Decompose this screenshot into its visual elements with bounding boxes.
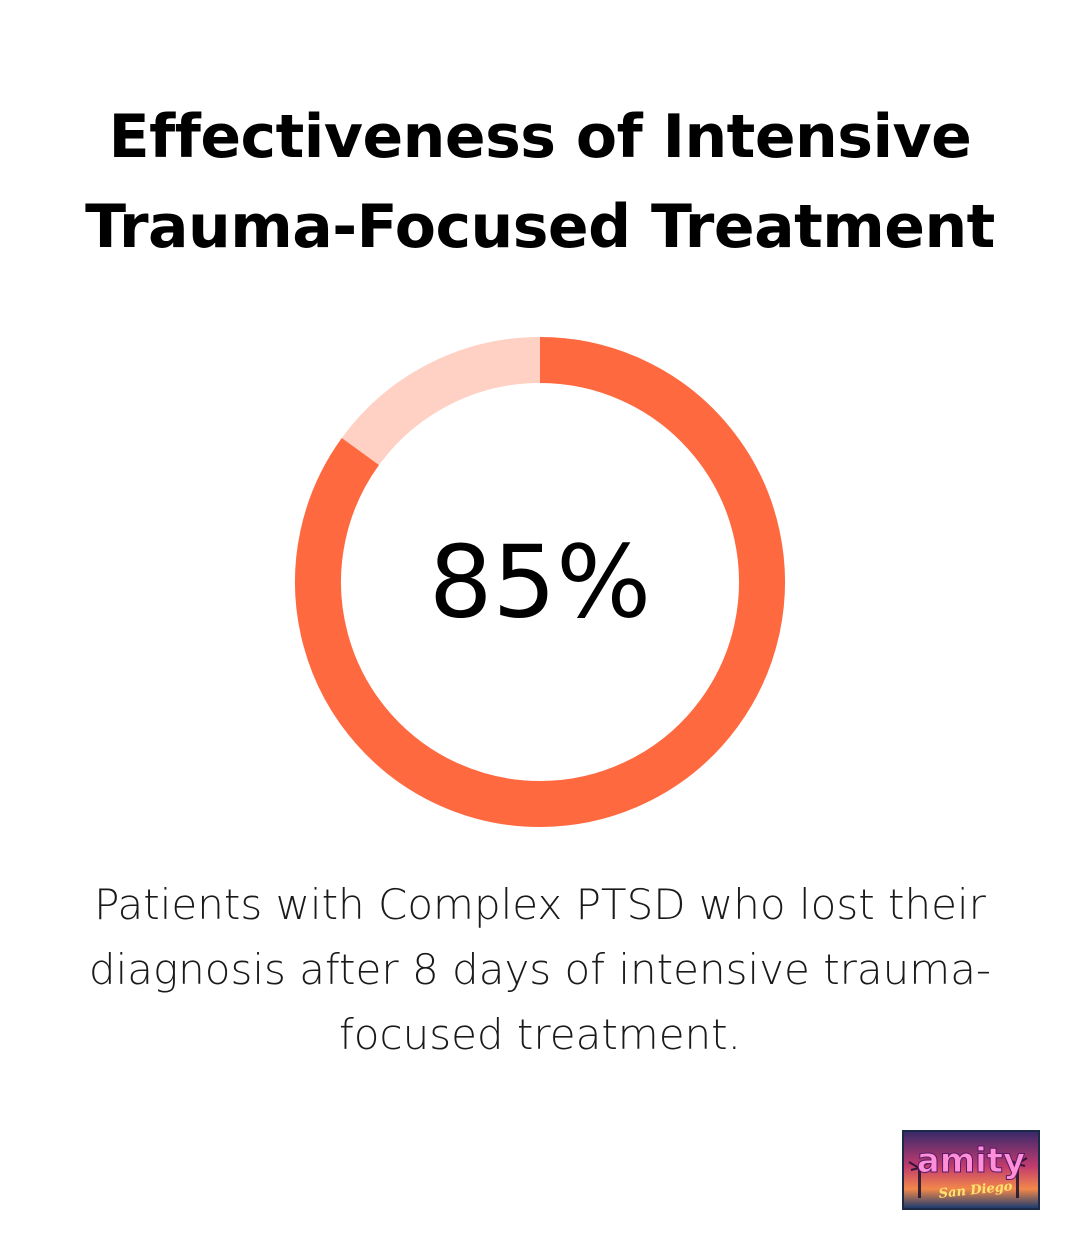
donut-filled-segment [295, 337, 785, 827]
donut-chart: 85% [280, 322, 800, 842]
logo-wordmark: amity [917, 1141, 1025, 1181]
chart-title: Effectiveness of Intensive Trauma-Focuse… [0, 92, 1080, 272]
title-line-1: Effectiveness of Intensive [108, 102, 972, 172]
title-line-2: Trauma-Focused Treatment [85, 192, 995, 262]
amity-san-diego-logo: amity San Diego [902, 1130, 1040, 1210]
donut-remaining-segment [341, 337, 541, 466]
logo-graphic: amity San Diego [904, 1132, 1038, 1208]
chart-caption: Patients with Complex PTSD who lost thei… [88, 880, 992, 1059]
donut-chart-svg: 85% [295, 337, 785, 827]
donut-center-value: 85% [429, 524, 651, 641]
